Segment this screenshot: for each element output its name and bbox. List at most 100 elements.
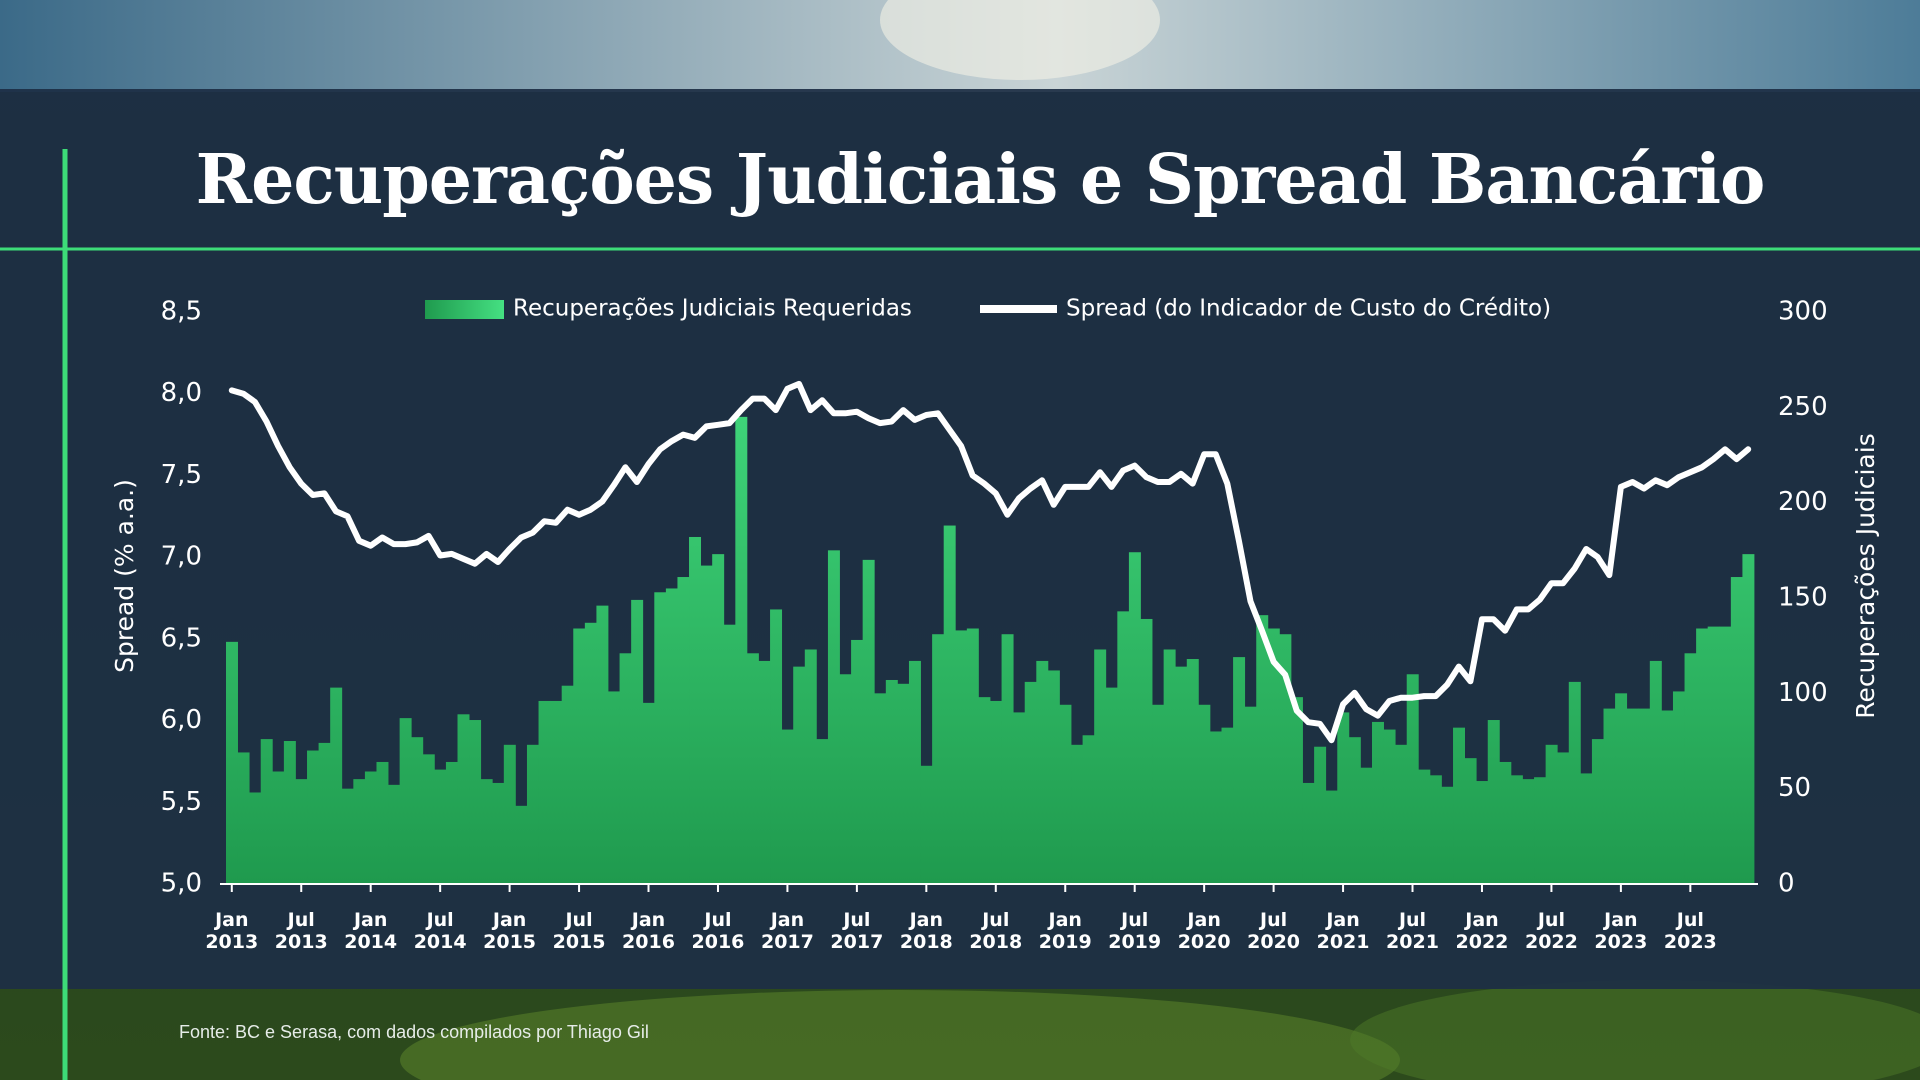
x-tick-label: Jul 2018 (969, 909, 1023, 953)
bar (1140, 618, 1153, 884)
bar (538, 700, 551, 884)
x-tick-label: Jul 2015 (552, 909, 606, 953)
bar (503, 744, 516, 884)
bar (237, 752, 250, 884)
bar (1545, 744, 1558, 884)
bar (480, 779, 493, 884)
bar (1256, 615, 1269, 884)
bar (689, 536, 702, 884)
bar (1534, 777, 1547, 884)
bar (307, 750, 320, 884)
bar (318, 742, 331, 884)
y-tick-label: 6,5 (161, 623, 202, 653)
bar (978, 697, 991, 884)
bar (770, 609, 783, 884)
y-tick-label: 7,0 (161, 542, 202, 572)
bar (1001, 634, 1014, 884)
bar (1290, 697, 1303, 884)
bar (1672, 691, 1685, 884)
bar (631, 599, 644, 884)
bar (353, 779, 366, 884)
bar (526, 744, 539, 884)
bar (1603, 708, 1616, 884)
legend-swatch (425, 300, 504, 319)
bar (1626, 708, 1639, 884)
bar (1522, 779, 1535, 884)
bar (839, 674, 852, 884)
bar (1302, 782, 1315, 884)
bar (1719, 626, 1732, 884)
bar (1059, 704, 1072, 884)
bar (851, 639, 864, 884)
bar (1661, 710, 1674, 884)
bar (249, 792, 262, 884)
bar (955, 630, 968, 884)
bar (272, 771, 285, 884)
bar (399, 718, 412, 884)
sun (880, 0, 1160, 80)
x-tick-label: Jan 2013 (205, 909, 259, 953)
bar (1105, 687, 1118, 884)
bar (816, 739, 829, 884)
bar (573, 628, 586, 884)
bar (1464, 758, 1477, 884)
bar (1036, 660, 1049, 884)
bar (1082, 735, 1095, 884)
bar (422, 754, 435, 884)
bar (1487, 720, 1500, 884)
y2-tick-label: 300 (1778, 297, 1828, 327)
bar (723, 624, 736, 884)
bar (1325, 790, 1338, 884)
bar (1233, 657, 1246, 884)
source-note: Fonte: BC e Serasa, com dados compilados… (179, 1022, 649, 1042)
x-tick-label: Jan 2019 (1038, 909, 1092, 953)
bar (1696, 628, 1709, 884)
bar (1152, 704, 1165, 884)
x-tick-label: Jul 2021 (1386, 909, 1439, 953)
bar (932, 634, 945, 884)
x-tick-label: Jan 2021 (1316, 909, 1370, 953)
bar (1395, 744, 1408, 884)
bar (411, 737, 424, 884)
x-tick-label: Jan 2018 (899, 909, 953, 953)
legend-label: Recuperações Judiciais Requeridas (513, 296, 912, 322)
bar (1499, 761, 1512, 884)
bar (1730, 577, 1743, 884)
bar (1638, 708, 1651, 884)
x-tick-label: Jul 2020 (1247, 909, 1301, 953)
y2-tick-label: 200 (1778, 487, 1828, 517)
bar (735, 416, 748, 884)
bar (908, 660, 921, 884)
bar (515, 805, 528, 884)
bar (1372, 721, 1384, 884)
bar (920, 765, 933, 884)
bar (434, 769, 447, 884)
legend-label: Spread (do Indicador de Custo do Crédito… (1066, 296, 1551, 322)
bar (1209, 731, 1222, 884)
bar (1163, 649, 1176, 884)
bar (804, 649, 817, 884)
bar (1418, 769, 1431, 884)
bar (295, 779, 308, 884)
leaves (1350, 980, 1920, 1080)
bar (1684, 653, 1697, 884)
bar (1383, 729, 1396, 884)
bar (1047, 670, 1060, 884)
x-tick-label: Jan 2014 (344, 909, 398, 953)
bar (1267, 628, 1280, 884)
bar (283, 741, 296, 884)
bar (1649, 660, 1662, 884)
bar (897, 683, 910, 884)
x-tick-label: Jan 2020 (1177, 909, 1231, 953)
bar (793, 666, 806, 884)
y-tick-label: 5,5 (161, 787, 202, 817)
bar (862, 559, 875, 884)
bar (1591, 739, 1604, 884)
bar (1117, 611, 1130, 884)
bar (1557, 752, 1570, 884)
x-tick-label: Jan 2023 (1594, 909, 1648, 953)
bar (376, 761, 389, 884)
x-tick-label: Jul 2014 (413, 909, 467, 953)
x-tick-label: Jan 2022 (1455, 909, 1509, 953)
